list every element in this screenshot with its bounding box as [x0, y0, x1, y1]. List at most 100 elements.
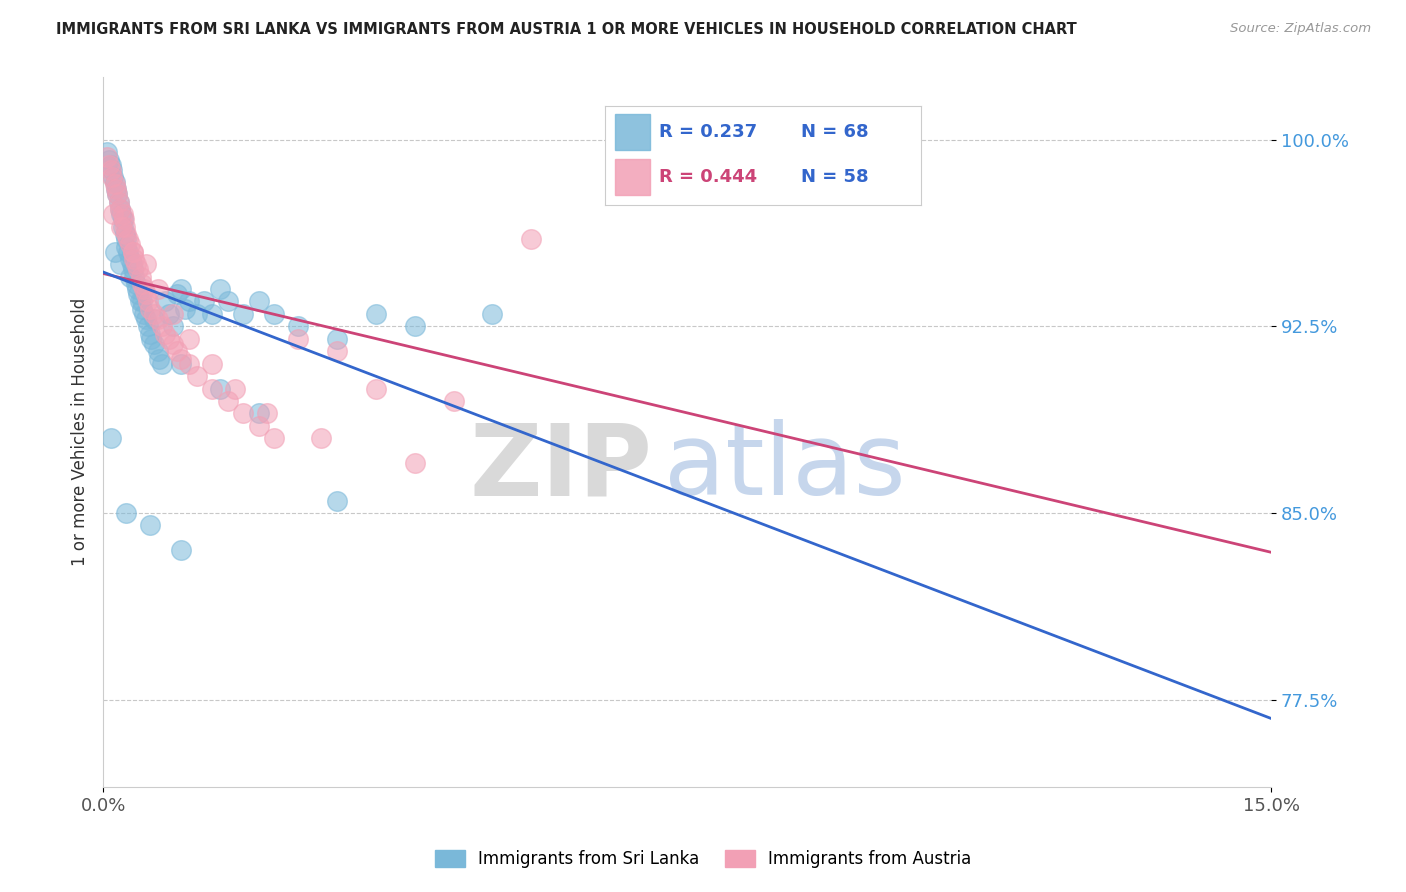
- Immigrants from Sri Lanka: [247, 294, 270, 309]
- Immigrants from Sri Lanka: [247, 407, 270, 421]
- Immigrants from Sri Lanka: [193, 294, 215, 309]
- Immigrants from Sri Lanka: [115, 506, 138, 520]
- Y-axis label: 1 or more Vehicles in Household: 1 or more Vehicles in Household: [72, 298, 89, 566]
- Immigrants from Sri Lanka: [135, 311, 157, 326]
- Text: Source: ZipAtlas.com: Source: ZipAtlas.com: [1230, 22, 1371, 36]
- Immigrants from Austria: [107, 194, 129, 209]
- Immigrants from Austria: [105, 187, 128, 202]
- Immigrants from Austria: [247, 418, 270, 433]
- Immigrants from Sri Lanka: [121, 262, 143, 277]
- Legend: Immigrants from Sri Lanka, Immigrants from Austria: Immigrants from Sri Lanka, Immigrants fr…: [429, 843, 977, 875]
- Immigrants from Austria: [114, 219, 136, 234]
- Immigrants from Sri Lanka: [481, 307, 503, 321]
- Immigrants from Austria: [132, 282, 155, 296]
- Immigrants from Austria: [131, 277, 153, 291]
- Immigrants from Austria: [162, 336, 184, 351]
- Immigrants from Sri Lanka: [110, 207, 132, 221]
- Immigrants from Austria: [117, 232, 139, 246]
- Immigrants from Austria: [110, 219, 132, 234]
- Immigrants from Sri Lanka: [112, 219, 135, 234]
- Immigrants from Austria: [287, 332, 309, 346]
- Immigrants from Austria: [121, 244, 143, 259]
- Immigrants from Austria: [98, 157, 121, 171]
- Immigrants from Austria: [186, 369, 208, 384]
- Immigrants from Austria: [146, 311, 169, 326]
- Immigrants from Austria: [177, 332, 200, 346]
- Immigrants from Austria: [263, 431, 285, 445]
- Immigrants from Austria: [155, 326, 177, 341]
- Immigrants from Austria: [256, 407, 278, 421]
- Immigrants from Sri Lanka: [101, 162, 124, 177]
- Immigrants from Sri Lanka: [142, 336, 165, 351]
- Immigrants from Sri Lanka: [117, 244, 139, 259]
- Immigrants from Austria: [157, 332, 180, 346]
- Immigrants from Sri Lanka: [120, 269, 142, 284]
- Immigrants from Sri Lanka: [141, 332, 163, 346]
- Immigrants from Sri Lanka: [170, 357, 193, 371]
- Immigrants from Austria: [100, 162, 122, 177]
- Immigrants from Austria: [135, 257, 157, 271]
- Immigrants from Sri Lanka: [325, 332, 347, 346]
- Immigrants from Sri Lanka: [96, 145, 118, 160]
- Immigrants from Austria: [201, 357, 224, 371]
- Immigrants from Austria: [124, 252, 146, 267]
- Immigrants from Austria: [142, 307, 165, 321]
- Immigrants from Sri Lanka: [121, 257, 143, 271]
- Immigrants from Austria: [364, 382, 387, 396]
- Immigrants from Austria: [166, 344, 188, 359]
- Immigrants from Austria: [127, 262, 149, 277]
- Immigrants from Austria: [101, 169, 124, 184]
- Immigrants from Sri Lanka: [287, 319, 309, 334]
- Immigrants from Sri Lanka: [131, 294, 153, 309]
- Immigrants from Austria: [443, 394, 465, 409]
- Immigrants from Austria: [103, 207, 125, 221]
- Immigrants from Sri Lanka: [115, 240, 138, 254]
- Immigrants from Sri Lanka: [103, 169, 125, 184]
- Immigrants from Austria: [162, 307, 184, 321]
- Immigrants from Austria: [121, 244, 143, 259]
- Immigrants from Austria: [115, 227, 138, 242]
- Immigrants from Sri Lanka: [104, 244, 127, 259]
- Immigrants from Sri Lanka: [132, 307, 155, 321]
- Text: atlas: atlas: [664, 419, 905, 516]
- Immigrants from Austria: [217, 394, 239, 409]
- Immigrants from Austria: [170, 351, 193, 366]
- Immigrants from Austria: [125, 257, 148, 271]
- Immigrants from Sri Lanka: [104, 175, 127, 189]
- Immigrants from Sri Lanka: [404, 319, 426, 334]
- Immigrants from Sri Lanka: [125, 282, 148, 296]
- Immigrants from Austria: [120, 237, 142, 252]
- Immigrants from Sri Lanka: [217, 294, 239, 309]
- Immigrants from Sri Lanka: [157, 307, 180, 321]
- Immigrants from Sri Lanka: [125, 277, 148, 291]
- Immigrants from Sri Lanka: [127, 287, 149, 301]
- Immigrants from Austria: [111, 207, 134, 221]
- Immigrants from Sri Lanka: [100, 157, 122, 171]
- Immigrants from Sri Lanka: [186, 307, 208, 321]
- Immigrants from Sri Lanka: [150, 357, 173, 371]
- Immigrants from Sri Lanka: [105, 182, 128, 196]
- Immigrants from Sri Lanka: [114, 227, 136, 242]
- Immigrants from Sri Lanka: [146, 344, 169, 359]
- Immigrants from Austria: [150, 319, 173, 334]
- Immigrants from Austria: [104, 178, 127, 192]
- Immigrants from Austria: [96, 150, 118, 164]
- Immigrants from Sri Lanka: [139, 326, 162, 341]
- Immigrants from Sri Lanka: [177, 294, 200, 309]
- Immigrants from Sri Lanka: [208, 382, 231, 396]
- Immigrants from Sri Lanka: [201, 307, 224, 321]
- Immigrants from Sri Lanka: [139, 518, 162, 533]
- Immigrants from Sri Lanka: [124, 269, 146, 284]
- Immigrants from Austria: [232, 407, 254, 421]
- Immigrants from Sri Lanka: [155, 294, 177, 309]
- Immigrants from Austria: [129, 269, 152, 284]
- Immigrants from Sri Lanka: [170, 543, 193, 558]
- Immigrants from Sri Lanka: [110, 257, 132, 271]
- Immigrants from Austria: [224, 382, 246, 396]
- Immigrants from Austria: [136, 294, 159, 309]
- Immigrants from Sri Lanka: [173, 301, 195, 316]
- Immigrants from Austria: [105, 182, 128, 196]
- Immigrants from Sri Lanka: [232, 307, 254, 321]
- Immigrants from Austria: [325, 344, 347, 359]
- Immigrants from Sri Lanka: [208, 282, 231, 296]
